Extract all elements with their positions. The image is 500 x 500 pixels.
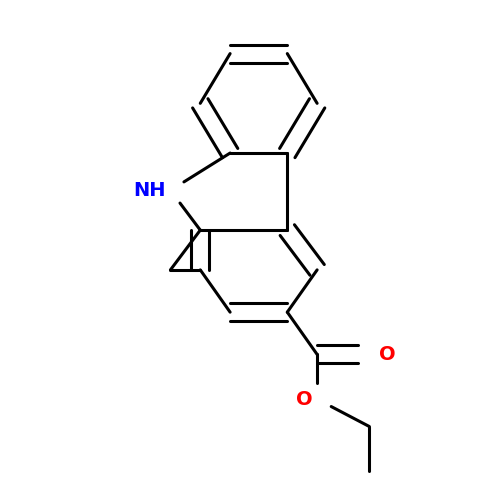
Text: O: O: [380, 345, 396, 364]
Text: NH: NH: [133, 181, 166, 200]
Text: O: O: [296, 390, 312, 408]
